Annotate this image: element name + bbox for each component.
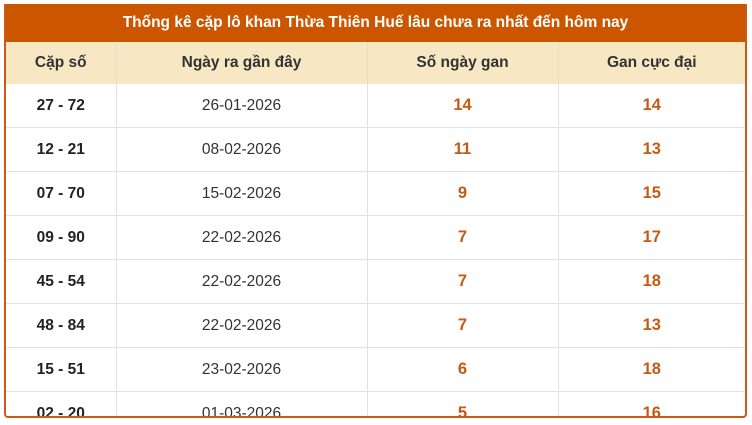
table-row: 09 - 90 22-02-2026 7 17 xyxy=(6,215,745,260)
pair-cell: 12 - 21 xyxy=(6,127,117,172)
max-cell: 16 xyxy=(558,391,745,416)
pair-cell: 48 - 84 xyxy=(6,303,117,348)
days-cell: 7 xyxy=(367,259,559,304)
column-header-days: Số ngày gan xyxy=(367,42,559,84)
days-cell: 5 xyxy=(367,391,559,416)
date-cell: 15-02-2026 xyxy=(116,171,368,216)
days-cell: 11 xyxy=(367,127,559,172)
max-cell: 17 xyxy=(558,215,745,260)
date-cell: 23-02-2026 xyxy=(116,347,368,392)
max-cell: 18 xyxy=(558,347,745,392)
gan-table: Cặp số Ngày ra gần đây Số ngày gan Gan c… xyxy=(6,42,745,416)
gan-statistics-table-container: Thống kê cặp lô khan Thừa Thiên Huế lâu … xyxy=(4,4,747,418)
date-cell: 08-02-2026 xyxy=(116,127,368,172)
pair-cell: 02 - 20 xyxy=(6,391,117,416)
pair-cell: 45 - 54 xyxy=(6,259,117,304)
date-cell: 22-02-2026 xyxy=(116,303,368,348)
days-cell: 6 xyxy=(367,347,559,392)
date-cell: 01-03-2026 xyxy=(116,391,368,416)
column-header-pair: Cặp số xyxy=(6,42,117,84)
header-row: Cặp số Ngày ra gần đây Số ngày gan Gan c… xyxy=(6,42,745,84)
table-row: 45 - 54 22-02-2026 7 18 xyxy=(6,259,745,304)
pair-cell: 09 - 90 xyxy=(6,215,117,260)
max-cell: 15 xyxy=(558,171,745,216)
days-cell: 9 xyxy=(367,171,559,216)
table-row: 12 - 21 08-02-2026 11 13 xyxy=(6,127,745,172)
column-header-date: Ngày ra gần đây xyxy=(116,42,368,84)
table-row: 48 - 84 22-02-2026 7 13 xyxy=(6,303,745,348)
max-cell: 13 xyxy=(558,303,745,348)
days-cell: 14 xyxy=(367,84,559,128)
days-cell: 7 xyxy=(367,303,559,348)
pair-cell: 15 - 51 xyxy=(6,347,117,392)
date-cell: 22-02-2026 xyxy=(116,259,368,304)
max-cell: 14 xyxy=(642,96,661,114)
pair-cell: 27 - 72 xyxy=(6,84,117,128)
date-cell: 22-02-2026 xyxy=(116,215,368,260)
date-cell: 26-01-2026 xyxy=(116,84,368,128)
days-cell: 7 xyxy=(367,215,559,260)
pair-cell: 07 - 70 xyxy=(6,171,117,216)
max-cell: 13 xyxy=(558,127,745,172)
table-row: 02 - 20 01-03-2026 5 16 xyxy=(6,391,745,416)
table-row: 15 - 51 23-02-2026 6 18 xyxy=(6,347,745,392)
table-title: Thống kê cặp lô khan Thừa Thiên Huế lâu … xyxy=(6,4,745,42)
column-header-max: Gan cực đại xyxy=(558,42,745,84)
max-cell: 18 xyxy=(558,259,745,304)
table-row: 07 - 70 15-02-2026 9 15 xyxy=(6,171,745,216)
table-row: 27 - 72 26-01-2026 14 14 xyxy=(6,84,745,128)
